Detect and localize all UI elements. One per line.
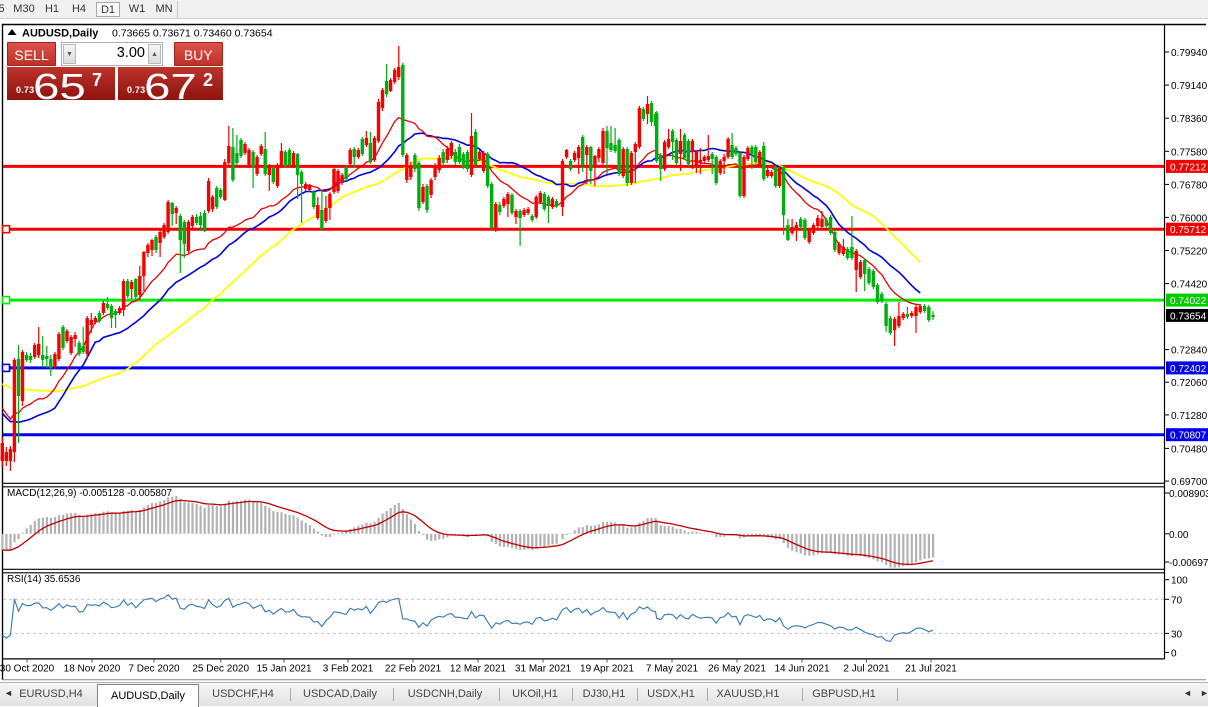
svg-text:0.69700: 0.69700: [1171, 477, 1208, 488]
svg-text:15 Jan 2021: 15 Jan 2021: [256, 664, 311, 675]
svg-text:0.78360: 0.78360: [1171, 114, 1208, 125]
svg-text:30 Oct 2020: 30 Oct 2020: [0, 664, 55, 675]
svg-text:RSI(14) 35.6536: RSI(14) 35.6536: [7, 574, 81, 585]
svg-text:14 Jun 2021: 14 Jun 2021: [774, 664, 829, 675]
svg-text:MACD(12,26,9) -0.005128 -0.005: MACD(12,26,9) -0.005128 -0.005807: [7, 488, 173, 499]
svg-text:0.74022: 0.74022: [1170, 296, 1207, 307]
svg-text:0.77212: 0.77212: [1170, 162, 1207, 173]
svg-text:7 May 2021: 7 May 2021: [646, 664, 699, 675]
svg-text:30: 30: [1171, 629, 1183, 640]
svg-text:26 May 2021: 26 May 2021: [708, 664, 766, 675]
svg-text:0.75220: 0.75220: [1171, 247, 1208, 258]
svg-text:0.73654: 0.73654: [1170, 311, 1207, 322]
svg-text:0.72402: 0.72402: [1170, 364, 1207, 375]
svg-text:0.76780: 0.76780: [1171, 180, 1208, 191]
svg-text:0.00: 0.00: [1169, 530, 1189, 541]
svg-text:70: 70: [1171, 595, 1183, 606]
svg-text:0.70807: 0.70807: [1170, 431, 1207, 442]
svg-text:21 Jul 2021: 21 Jul 2021: [905, 664, 957, 675]
svg-text:0: 0: [1171, 649, 1177, 660]
svg-text:-0.006977: -0.006977: [1169, 558, 1208, 569]
svg-text:0.77580: 0.77580: [1171, 147, 1208, 158]
svg-text:0.76000: 0.76000: [1171, 213, 1208, 224]
svg-text:0.74420: 0.74420: [1171, 280, 1208, 291]
svg-text:31 Mar 2021: 31 Mar 2021: [515, 664, 572, 675]
svg-text:0.72840: 0.72840: [1171, 346, 1208, 357]
svg-text:3 Feb 2021: 3 Feb 2021: [323, 664, 374, 675]
svg-text:0.75712: 0.75712: [1170, 225, 1207, 236]
svg-text:25 Dec 2020: 25 Dec 2020: [192, 664, 249, 675]
svg-text:0.79140: 0.79140: [1171, 81, 1208, 92]
svg-text:0.71280: 0.71280: [1171, 411, 1208, 422]
svg-text:22 Feb 2021: 22 Feb 2021: [385, 664, 442, 675]
svg-text:0.73665 0.73671 0.73460 0.7365: 0.73665 0.73671 0.73460 0.73654: [112, 28, 273, 40]
svg-text:0.008903: 0.008903: [1169, 489, 1208, 500]
svg-text:0.79940: 0.79940: [1171, 48, 1208, 59]
svg-text:18 Nov 2020: 18 Nov 2020: [64, 664, 121, 675]
svg-text:0.70480: 0.70480: [1171, 444, 1208, 455]
svg-text:19 Apr 2021: 19 Apr 2021: [580, 664, 634, 675]
svg-text:100: 100: [1171, 576, 1188, 587]
svg-text:7 Dec 2020: 7 Dec 2020: [128, 664, 180, 675]
svg-text:2 Jul 2021: 2 Jul 2021: [843, 664, 890, 675]
svg-text:0.72060: 0.72060: [1171, 378, 1208, 389]
svg-text:12 Mar 2021: 12 Mar 2021: [450, 664, 507, 675]
svg-text:AUDUSD,Daily: AUDUSD,Daily: [22, 28, 99, 40]
